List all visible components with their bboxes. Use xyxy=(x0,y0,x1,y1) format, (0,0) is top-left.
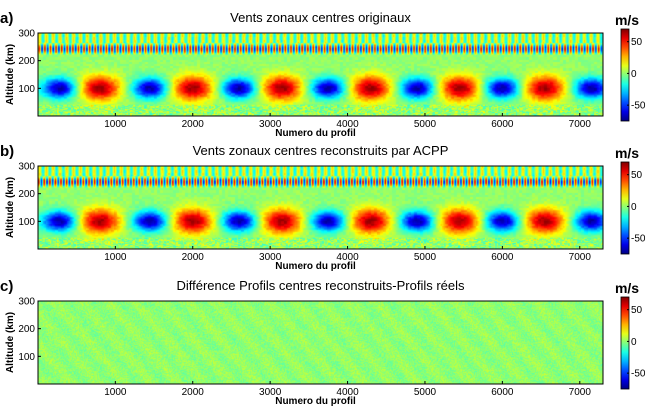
panel-letter: a) xyxy=(0,10,13,27)
y-tick-label: 100 xyxy=(18,352,35,363)
y-tick-label: 100 xyxy=(18,217,35,228)
y-tick-label: 300 xyxy=(18,29,35,40)
x-tick-label: 6000 xyxy=(491,119,514,130)
colorbar-tick-label: 50 xyxy=(631,305,643,316)
colorbar-tick-label: 0 xyxy=(631,202,637,213)
colorbar-tick-label: -50 xyxy=(631,369,646,380)
x-axis-label: Numero du profil xyxy=(275,128,356,139)
y-tick-label: 100 xyxy=(18,84,35,95)
x-tick-label: 6000 xyxy=(491,252,514,263)
x-tick-label: 1000 xyxy=(104,119,127,130)
panel-letter: c) xyxy=(0,278,13,295)
plot-frame xyxy=(37,165,604,250)
x-tick-label: 1000 xyxy=(104,387,127,398)
y-axis-label: Altitude (km) xyxy=(5,177,16,238)
colorbar xyxy=(620,296,630,390)
x-axis-label: Numero du profil xyxy=(275,396,356,407)
x-tick-label: 7000 xyxy=(569,387,592,398)
x-tick-label: 4000 xyxy=(336,252,359,263)
colorbar-tick-label: -50 xyxy=(631,234,646,245)
x-tick-label: 3000 xyxy=(259,252,282,263)
colorbar-unit: m/s xyxy=(615,12,639,28)
panel-title: Différence Profils centres reconstruits-… xyxy=(176,278,465,293)
x-tick-label: 4000 xyxy=(336,119,359,130)
colorbar-unit: m/s xyxy=(615,145,639,161)
colorbar-tick-label: 0 xyxy=(631,69,637,80)
x-tick-label: 7000 xyxy=(569,252,592,263)
colorbar xyxy=(620,28,630,122)
y-axis-label: Altitude (km) xyxy=(5,312,16,373)
panel-b: Vents zonaux centres reconstruits par AC… xyxy=(0,143,646,272)
plot-frame xyxy=(37,300,604,385)
x-tick-label: 5000 xyxy=(414,252,437,263)
x-tick-label: 2000 xyxy=(182,119,205,130)
x-tick-label: 2000 xyxy=(182,387,205,398)
x-tick-label: 7000 xyxy=(569,119,592,130)
colorbar-tick-label: 0 xyxy=(631,337,637,348)
x-tick-label: 1000 xyxy=(104,252,127,263)
colorbar-unit: m/s xyxy=(615,280,639,296)
colorbar-tick-label: 50 xyxy=(631,170,643,181)
x-tick-label: 4000 xyxy=(336,387,359,398)
x-tick-label: 5000 xyxy=(414,387,437,398)
y-tick-label: 200 xyxy=(18,189,35,200)
heatmap-image xyxy=(38,301,603,384)
panel-c: Différence Profils centres reconstruits-… xyxy=(0,278,646,407)
panel-title: Vents zonaux centres reconstruits par AC… xyxy=(193,143,449,158)
heatmap-image xyxy=(38,33,603,116)
colorbar-tick-label: 50 xyxy=(631,37,643,48)
y-tick-label: 200 xyxy=(18,324,35,335)
panel-title: Vents zonaux centres originaux xyxy=(230,10,411,25)
y-tick-label: 300 xyxy=(18,297,35,308)
x-tick-label: 3000 xyxy=(259,387,282,398)
y-axis-label: Altitude (km) xyxy=(5,44,16,105)
y-tick-label: 300 xyxy=(18,162,35,173)
plot-frame xyxy=(37,32,604,117)
x-tick-label: 5000 xyxy=(414,119,437,130)
x-axis-label: Numero du profil xyxy=(275,261,356,272)
x-tick-label: 2000 xyxy=(182,252,205,263)
y-tick-label: 200 xyxy=(18,56,35,67)
colorbar-tick-label: -50 xyxy=(631,101,646,112)
colorbar xyxy=(620,161,630,255)
x-tick-label: 3000 xyxy=(259,119,282,130)
panel-letter: b) xyxy=(0,143,14,160)
x-tick-label: 6000 xyxy=(491,387,514,398)
heatmap-image xyxy=(38,166,603,249)
